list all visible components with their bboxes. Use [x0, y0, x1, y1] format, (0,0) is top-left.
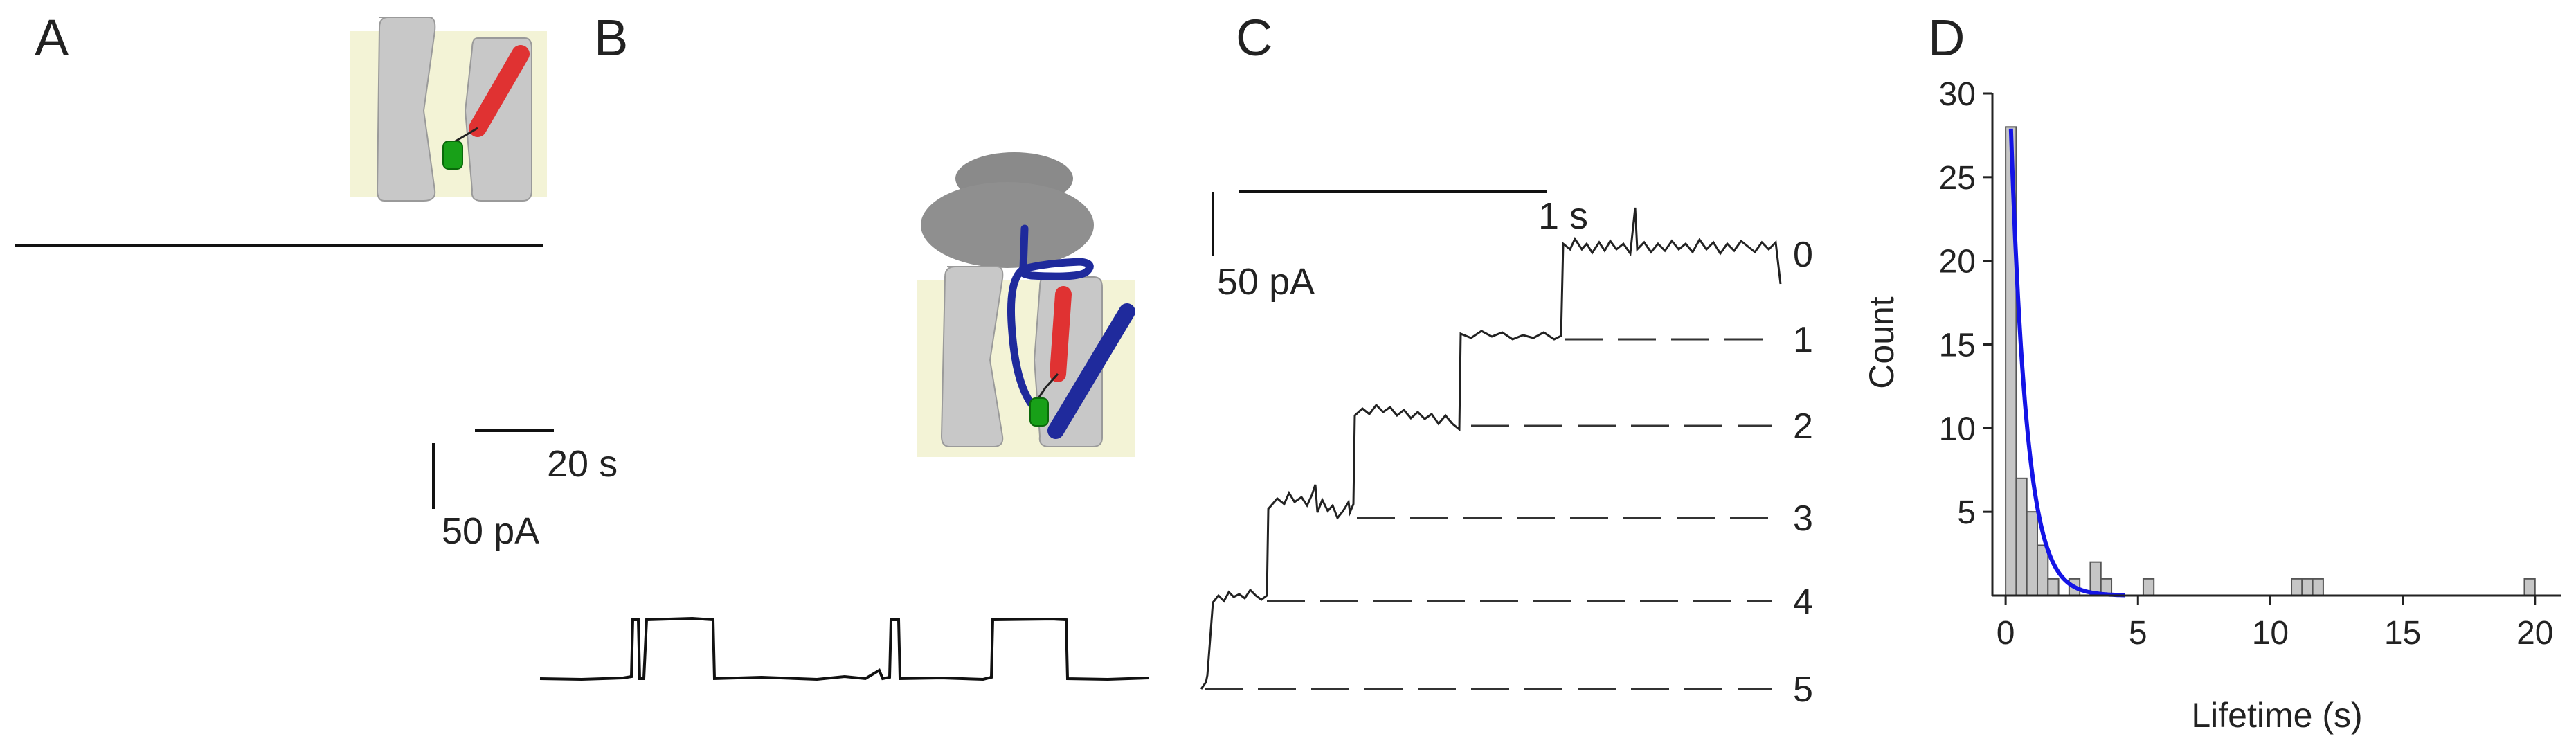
x-tick-label: 10 — [2252, 615, 2289, 652]
channel-subunit-right — [1033, 276, 1103, 447]
histogram-bar — [2015, 477, 2028, 596]
panel-b-trace — [539, 616, 1150, 681]
y-tick-label: 20 — [1939, 244, 1976, 280]
panel-b-channel-cartoon — [917, 152, 1135, 457]
blue-helix — [1047, 303, 1135, 439]
histogram-bar — [2026, 511, 2038, 597]
panel-a-label: A — [35, 9, 69, 66]
y-tick-label: 15 — [1939, 328, 1976, 364]
red-helix — [1050, 286, 1072, 382]
x-axis-title: Lifetime (s) — [2191, 696, 2362, 735]
panel-c-staircase-trace — [1200, 207, 1782, 690]
histogram-bar — [2291, 578, 2303, 596]
level-label-0: 0 — [1793, 235, 1813, 275]
red-helix — [469, 45, 530, 137]
histogram-bar — [2312, 578, 2324, 596]
ribosome-large-subunit — [921, 182, 1094, 268]
linker-line — [453, 127, 478, 143]
green-domain — [442, 141, 463, 170]
histogram-bar — [2301, 578, 2314, 596]
x-axis-ticks: 0 5 10 15 20 — [1997, 596, 2553, 652]
y-axis-ticks: 5 10 15 20 25 30 — [1939, 76, 1992, 531]
x-tick-label: 20 — [2516, 615, 2553, 652]
histogram-bar — [2089, 561, 2102, 597]
y-tick-label: 5 — [1957, 494, 1976, 531]
channel-subunit-left — [376, 17, 436, 202]
panel-b-label: B — [594, 9, 628, 66]
y-axis-title: Count — [1862, 296, 1901, 389]
level-label-2: 2 — [1793, 406, 1813, 447]
panel-c-scale-bar: 1 s 50 pA — [1212, 190, 1588, 303]
x-tick-label: 5 — [2129, 615, 2147, 652]
level-label-5: 5 — [1793, 670, 1813, 710]
histogram-bar — [2036, 544, 2049, 596]
y-tick-label: 10 — [1939, 411, 1976, 447]
level-label-3: 3 — [1793, 499, 1813, 539]
panel-d-histogram: 0 5 10 15 20 5 10 15 20 25 30 Lifetime (s) Count — [1862, 76, 2561, 735]
scale-bar-time-label: 1 s — [1538, 195, 1588, 237]
scale-bar-time-label: 20 s — [547, 443, 618, 485]
exponential-fit-curve — [2008, 128, 2125, 598]
panel-c-level-labels: 0 1 2 3 4 5 — [1793, 235, 1813, 710]
panel-d-label: D — [1928, 9, 1965, 66]
histogram-bar — [2523, 578, 2536, 596]
panel-c-level-lines — [1205, 338, 1772, 690]
channel-subunit-left — [940, 266, 1004, 447]
panel-a-channel-cartoon — [350, 17, 547, 202]
histogram-bar — [2142, 578, 2155, 596]
histogram-bars — [2005, 126, 2536, 597]
x-tick-label: 15 — [2384, 615, 2421, 652]
panel-c-label: C — [1236, 9, 1272, 66]
level-label-4: 4 — [1793, 582, 1813, 622]
scale-bar-current-label: 50 pA — [442, 510, 539, 552]
level-label-1: 1 — [1793, 320, 1813, 360]
panel-b-scale-bar: 20 s 50 pA — [432, 429, 618, 552]
histogram-bar — [2047, 578, 2060, 596]
linker-line — [1037, 373, 1059, 399]
scale-bar-current-label: 50 pA — [1217, 261, 1315, 303]
x-tick-label: 0 — [1997, 615, 2015, 652]
green-domain — [1029, 397, 1049, 427]
nascent-chain — [1007, 224, 1094, 413]
y-tick-label: 25 — [1939, 160, 1976, 197]
y-tick-label: 30 — [1939, 76, 1976, 113]
